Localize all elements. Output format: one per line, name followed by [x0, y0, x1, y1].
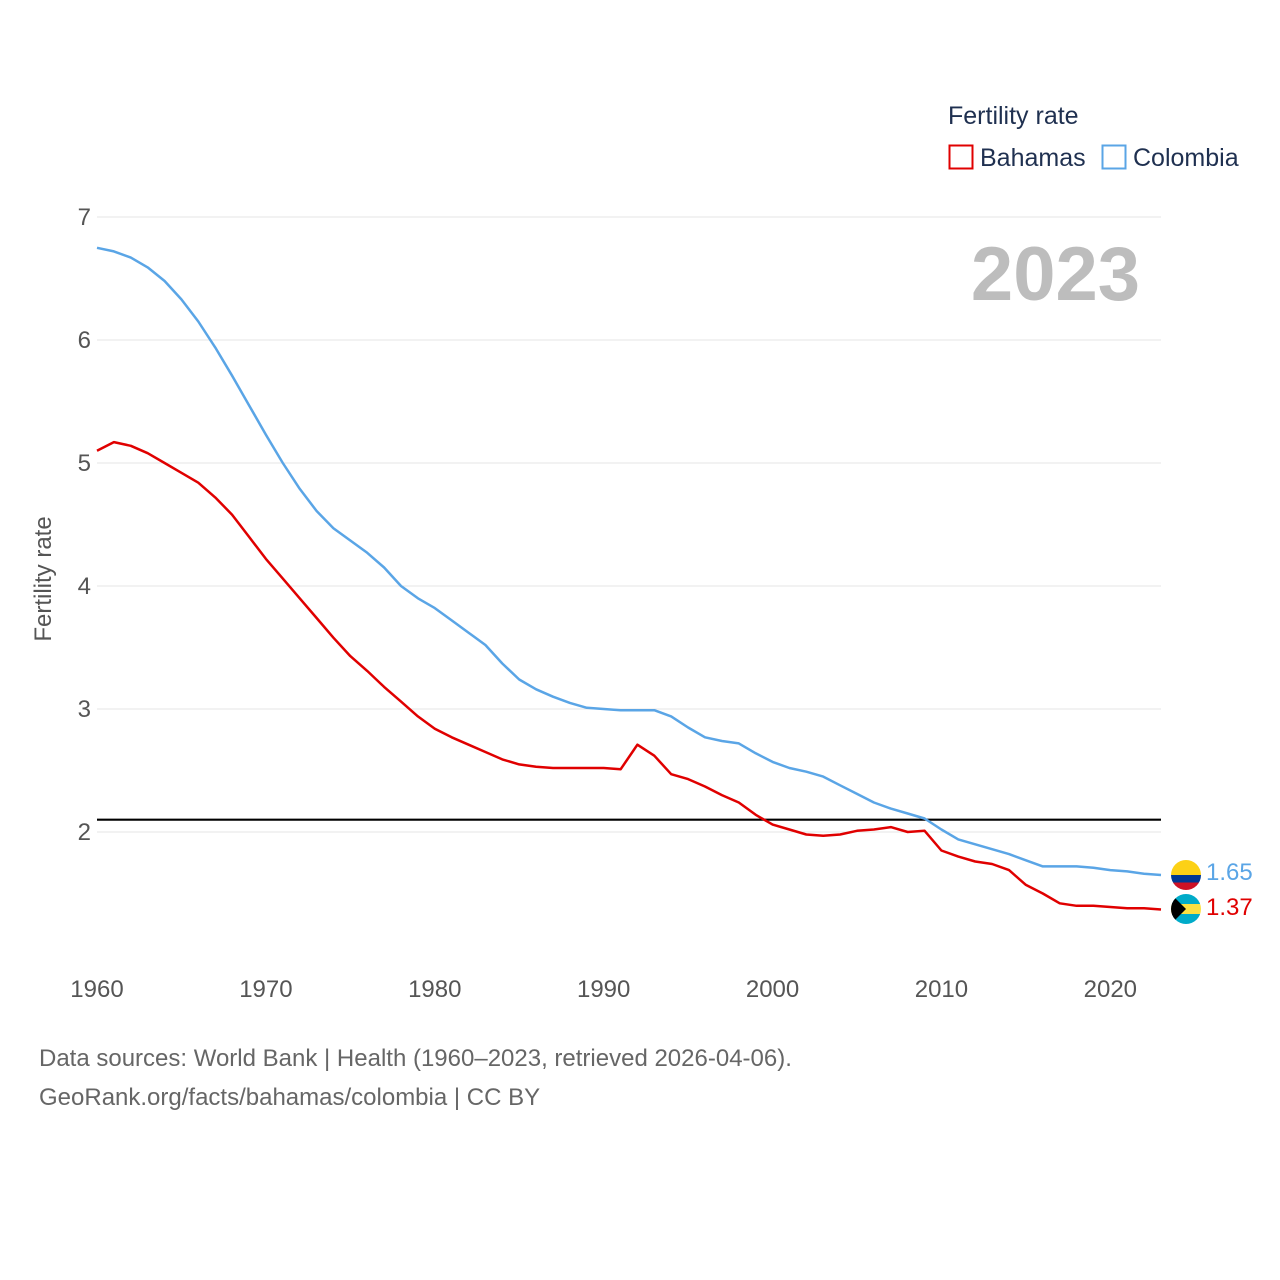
series-line-colombia	[96, 246, 1162, 877]
source-line-2[interactable]: GeoRank.org/facts/bahamas/colombia | CC …	[39, 1084, 541, 1111]
legend: Fertility rate Bahamas Colombia	[948, 102, 1239, 172]
legend-item-bahamas[interactable]: Bahamas	[948, 144, 1086, 172]
bahamas-flag-icon	[1171, 894, 1201, 924]
legend-label-colombia: Colombia	[1133, 144, 1239, 172]
x-tick-label: 2020	[1084, 976, 1137, 1003]
y-tick-label: 5	[78, 450, 91, 477]
y-tick-label: 7	[78, 204, 91, 231]
y-axis-label: Fertility rate	[30, 516, 57, 641]
fertility-chart: 2 3 4 5 6 7 1960 1970 1980 1990 2000 2010 2020 Fert…	[30, 102, 1253, 1003]
x-axis-ticks: 1960 1970 1980 1990 2000 2010 2020	[70, 976, 1137, 1003]
x-tick-label: 2000	[746, 976, 799, 1003]
x-tick-label: 2010	[915, 976, 968, 1003]
x-tick-label: 1990	[577, 976, 630, 1003]
x-tick-label: 1980	[408, 976, 461, 1003]
end-label-bahamas: 1.37	[1206, 894, 1253, 921]
y-tick-label: 6	[78, 327, 91, 354]
year-display: 2023	[971, 232, 1140, 317]
series-line-bahamas	[96, 440, 1162, 911]
legend-title: Fertility rate	[948, 102, 1079, 130]
y-tick-label: 2	[78, 819, 91, 846]
y-axis-ticks: 2 3 4 5 6 7	[78, 204, 91, 846]
legend-item-colombia[interactable]: Colombia	[1101, 144, 1239, 172]
legend-label-bahamas: Bahamas	[980, 144, 1086, 172]
colombia-flag-icon	[1171, 860, 1201, 890]
x-tick-label: 1970	[239, 976, 292, 1003]
x-tick-label: 1960	[70, 976, 123, 1003]
legend-swatch-colombia	[1101, 144, 1127, 170]
y-tick-label: 3	[78, 696, 91, 723]
source-line-1: Data sources: World Bank | Health (1960–…	[39, 1045, 792, 1072]
gridlines	[97, 216, 1161, 833]
legend-swatch-bahamas	[948, 144, 974, 170]
end-label-colombia: 1.65	[1206, 859, 1253, 886]
y-tick-label: 4	[78, 573, 91, 600]
